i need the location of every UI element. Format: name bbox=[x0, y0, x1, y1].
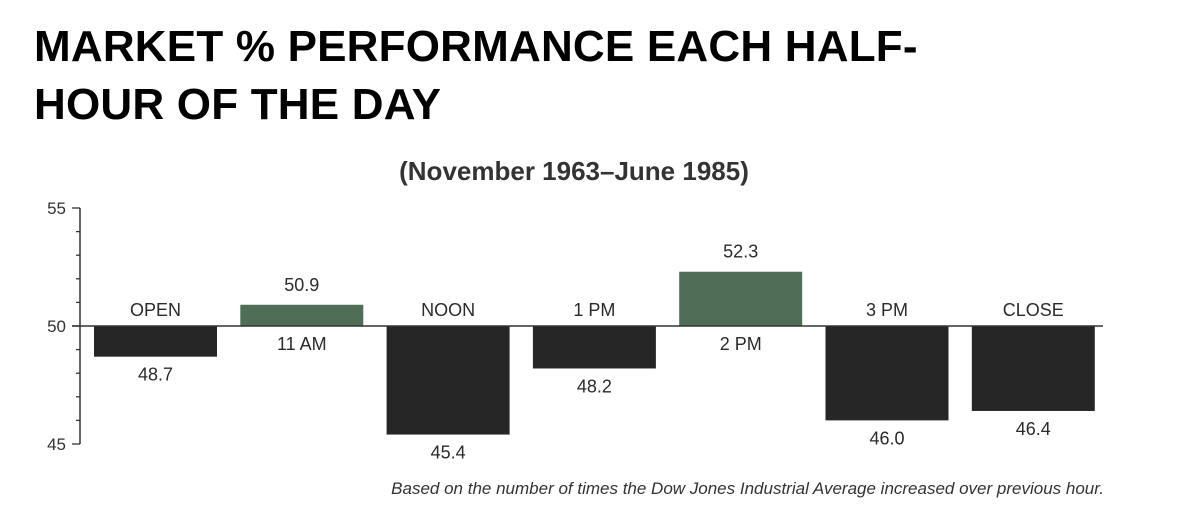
y-tick-label: 50 bbox=[47, 317, 66, 336]
bars bbox=[94, 271, 1095, 435]
y-tick-label: 45 bbox=[47, 435, 66, 454]
bar bbox=[532, 326, 656, 369]
category-label: NOON bbox=[421, 300, 475, 320]
category-label: 2 PM bbox=[720, 334, 762, 354]
category-label: 3 PM bbox=[866, 300, 908, 320]
chart-title-line-1: MARKET % PERFORMANCE EACH HALF- bbox=[34, 22, 918, 71]
bar bbox=[825, 326, 949, 421]
chart-title: MARKET % PERFORMANCE EACH HALF- HOUR OF … bbox=[34, 18, 1034, 134]
bar-labels: OPEN 48.7 11 AM 50.9 NOON 45.4 1 PM 48.2 2 PM 52.… bbox=[130, 242, 1064, 463]
value-label: 46.4 bbox=[1016, 419, 1051, 439]
category-label: OPEN bbox=[130, 300, 181, 320]
value-label: 48.2 bbox=[577, 376, 612, 396]
chart-footnote: Based on the number of times the Dow Jon… bbox=[391, 479, 1104, 498]
value-label: 46.0 bbox=[869, 428, 904, 448]
chart-subtitle: (November 1963–June 1985) bbox=[399, 156, 749, 186]
category-label: CLOSE bbox=[1003, 300, 1064, 320]
chart-title-line-2: HOUR OF THE DAY bbox=[34, 80, 442, 129]
value-label: 45.4 bbox=[431, 443, 466, 463]
bar bbox=[679, 271, 803, 326]
bar bbox=[94, 326, 217, 357]
value-label: 52.3 bbox=[723, 242, 758, 262]
value-label: 50.9 bbox=[284, 275, 319, 295]
bar bbox=[386, 326, 510, 435]
bar bbox=[971, 326, 1095, 411]
y-tick-label: 55 bbox=[47, 199, 66, 218]
category-label: 11 AM bbox=[277, 334, 327, 354]
bar bbox=[240, 304, 364, 326]
category-label: 1 PM bbox=[573, 300, 615, 320]
value-label: 48.7 bbox=[138, 365, 173, 385]
